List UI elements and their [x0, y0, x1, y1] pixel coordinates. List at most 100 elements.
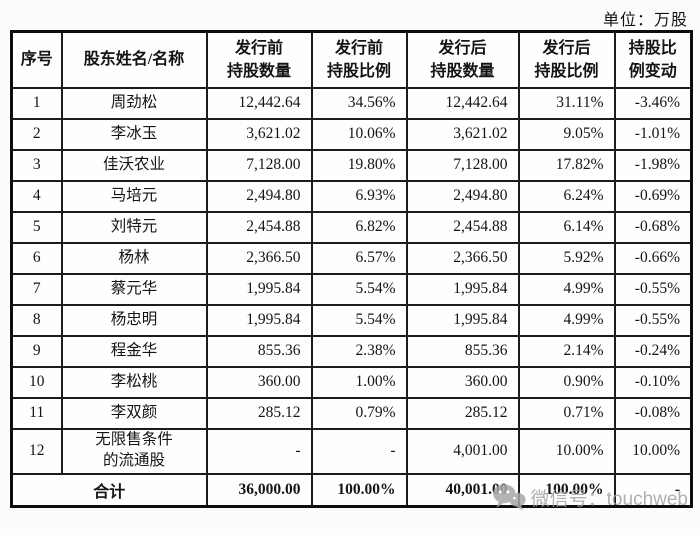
- post-pct-cell: 2.14%: [517, 334, 616, 368]
- post-pct-cell: 9.05%: [517, 117, 616, 151]
- pre-qty-cell: 2,366.50: [205, 241, 313, 275]
- seq-cell: 8: [10, 303, 63, 337]
- name-cell: 刘特元: [60, 210, 208, 244]
- pre-pct-cell: 34.56%: [310, 86, 408, 120]
- seq-cell: 9: [10, 334, 63, 368]
- pre-pct-cell: 2.38%: [310, 334, 408, 368]
- pre-qty-cell: 1,995.84: [205, 272, 313, 306]
- pre-pct-cell: 6.57%: [310, 241, 408, 275]
- pre-qty-cell: 855.36: [205, 334, 313, 368]
- name-cell: 周劲松: [60, 86, 208, 120]
- pre-qty-cell: 2,494.80: [205, 179, 313, 213]
- change-cell: -1.98%: [613, 148, 693, 182]
- pre-pct-cell: 19.80%: [310, 148, 408, 182]
- post-qty-cell: 2,366.50: [405, 241, 520, 275]
- change-cell: -0.08%: [613, 396, 693, 430]
- post-qty-cell: 2,494.80: [405, 179, 520, 213]
- name-cell: 杨林: [60, 241, 208, 275]
- post-qty-cell: 285.12: [405, 396, 520, 430]
- post-pct-cell: 10.00%: [517, 427, 616, 475]
- table-row: 8 杨忠明 1,995.84 5.54% 1,995.84 4.99% -0.5…: [10, 303, 693, 337]
- post-pct-cell: 5.92%: [517, 241, 616, 275]
- col-header-pre-qty: 发行前 持股数量: [205, 30, 313, 89]
- header-row: 序号 股东姓名/名称 发行前 持股数量 发行前 持股比例 发行后 持股数量 发行…: [10, 30, 693, 89]
- table-row: 7 蔡元华 1,995.84 5.54% 1,995.84 4.99% -0.5…: [10, 272, 693, 306]
- post-qty-cell: 2,454.88: [405, 210, 520, 244]
- post-pct-cell: 0.71%: [517, 396, 616, 430]
- pre-pct-cell: 5.54%: [310, 303, 408, 337]
- pre-qty-cell: 7,128.00: [205, 148, 313, 182]
- seq-cell: 10: [10, 365, 63, 399]
- total-post-qty-cell: 40,001.00: [405, 472, 520, 508]
- col-header-post-qty: 发行后 持股数量: [405, 30, 520, 89]
- total-pre-pct-cell: 100.00%: [310, 472, 408, 508]
- total-pre-qty-cell: 36,000.00: [205, 472, 313, 508]
- change-cell: -0.55%: [613, 272, 693, 306]
- post-qty-cell: 1,995.84: [405, 303, 520, 337]
- pre-pct-cell: 6.93%: [310, 179, 408, 213]
- pre-qty-cell: 285.12: [205, 396, 313, 430]
- pre-pct-cell: 6.82%: [310, 210, 408, 244]
- change-cell: 10.00%: [613, 427, 693, 475]
- change-cell: -0.24%: [613, 334, 693, 368]
- name-cell: 蔡元华: [60, 272, 208, 306]
- seq-cell: 2: [10, 117, 63, 151]
- name-cell: 杨忠明: [60, 303, 208, 337]
- post-qty-cell: 855.36: [405, 334, 520, 368]
- seq-cell: 5: [10, 210, 63, 244]
- pre-pct-cell: 10.06%: [310, 117, 408, 151]
- table-row: 6 杨林 2,366.50 6.57% 2,366.50 5.92% -0.66…: [10, 241, 693, 275]
- table-row: 5 刘特元 2,454.88 6.82% 2,454.88 6.14% -0.6…: [10, 210, 693, 244]
- post-qty-cell: 12,442.64: [405, 86, 520, 120]
- post-qty-cell: 3,621.02: [405, 117, 520, 151]
- post-pct-cell: 0.90%: [517, 365, 616, 399]
- pre-qty-cell: 3,621.02: [205, 117, 313, 151]
- seq-cell: 7: [10, 272, 63, 306]
- shareholder-holdings-table: 序号 股东姓名/名称 发行前 持股数量 发行前 持股比例 发行后 持股数量 发行…: [10, 30, 693, 508]
- col-header-name: 股东姓名/名称: [60, 30, 208, 89]
- col-header-pre-pct: 发行前 持股比例: [310, 30, 408, 89]
- table-row: 2 李冰玉 3,621.02 10.06% 3,621.02 9.05% -1.…: [10, 117, 693, 151]
- table-row: 11 李双颜 285.12 0.79% 285.12 0.71% -0.08%: [10, 396, 693, 430]
- table-row: 10 李松桃 360.00 1.00% 360.00 0.90% -0.10%: [10, 365, 693, 399]
- table-row: 3 佳沃农业 7,128.00 19.80% 7,128.00 17.82% -…: [10, 148, 693, 182]
- name-cell: 程金华: [60, 334, 208, 368]
- seq-cell: 11: [10, 396, 63, 430]
- pre-qty-cell: 360.00: [205, 365, 313, 399]
- seq-cell: 1: [10, 86, 63, 120]
- change-cell: -0.68%: [613, 210, 693, 244]
- name-cell: 无限售条件 的流通股: [60, 427, 208, 475]
- seq-cell: 6: [10, 241, 63, 275]
- seq-cell: 12: [10, 427, 63, 475]
- table-row: 9 程金华 855.36 2.38% 855.36 2.14% -0.24%: [10, 334, 693, 368]
- change-cell: -1.01%: [613, 117, 693, 151]
- post-qty-cell: 7,128.00: [405, 148, 520, 182]
- post-pct-cell: 4.99%: [517, 272, 616, 306]
- pre-qty-cell: 2,454.88: [205, 210, 313, 244]
- table-row: 12 无限售条件 的流通股 - - 4,001.00 10.00% 10.00%: [10, 427, 693, 475]
- post-qty-cell: 360.00: [405, 365, 520, 399]
- unit-label: 单位：万股: [602, 12, 688, 29]
- change-cell: -0.55%: [613, 303, 693, 337]
- name-cell: 李冰玉: [60, 117, 208, 151]
- seq-cell: 3: [10, 148, 63, 182]
- change-cell: -0.69%: [613, 179, 693, 213]
- post-qty-cell: 4,001.00: [405, 427, 520, 475]
- pre-qty-cell: 12,442.64: [205, 86, 313, 120]
- post-pct-cell: 31.11%: [517, 86, 616, 120]
- col-header-post-pct: 发行后 持股比例: [517, 30, 616, 89]
- table-row: 4 马培元 2,494.80 6.93% 2,494.80 6.24% -0.6…: [10, 179, 693, 213]
- change-cell: -0.66%: [613, 241, 693, 275]
- change-cell: -0.10%: [613, 365, 693, 399]
- post-pct-cell: 17.82%: [517, 148, 616, 182]
- col-header-seq: 序号: [10, 30, 63, 89]
- total-change-cell: -: [613, 472, 693, 508]
- pre-qty-cell: -: [205, 427, 313, 475]
- change-cell: -3.46%: [613, 86, 693, 120]
- post-qty-cell: 1,995.84: [405, 272, 520, 306]
- name-cell: 李双颜: [60, 396, 208, 430]
- pre-pct-cell: 1.00%: [310, 365, 408, 399]
- total-row: 合计 36,000.00 100.00% 40,001.00 100.00% -: [10, 472, 693, 508]
- name-cell: 李松桃: [60, 365, 208, 399]
- seq-cell: 4: [10, 179, 63, 213]
